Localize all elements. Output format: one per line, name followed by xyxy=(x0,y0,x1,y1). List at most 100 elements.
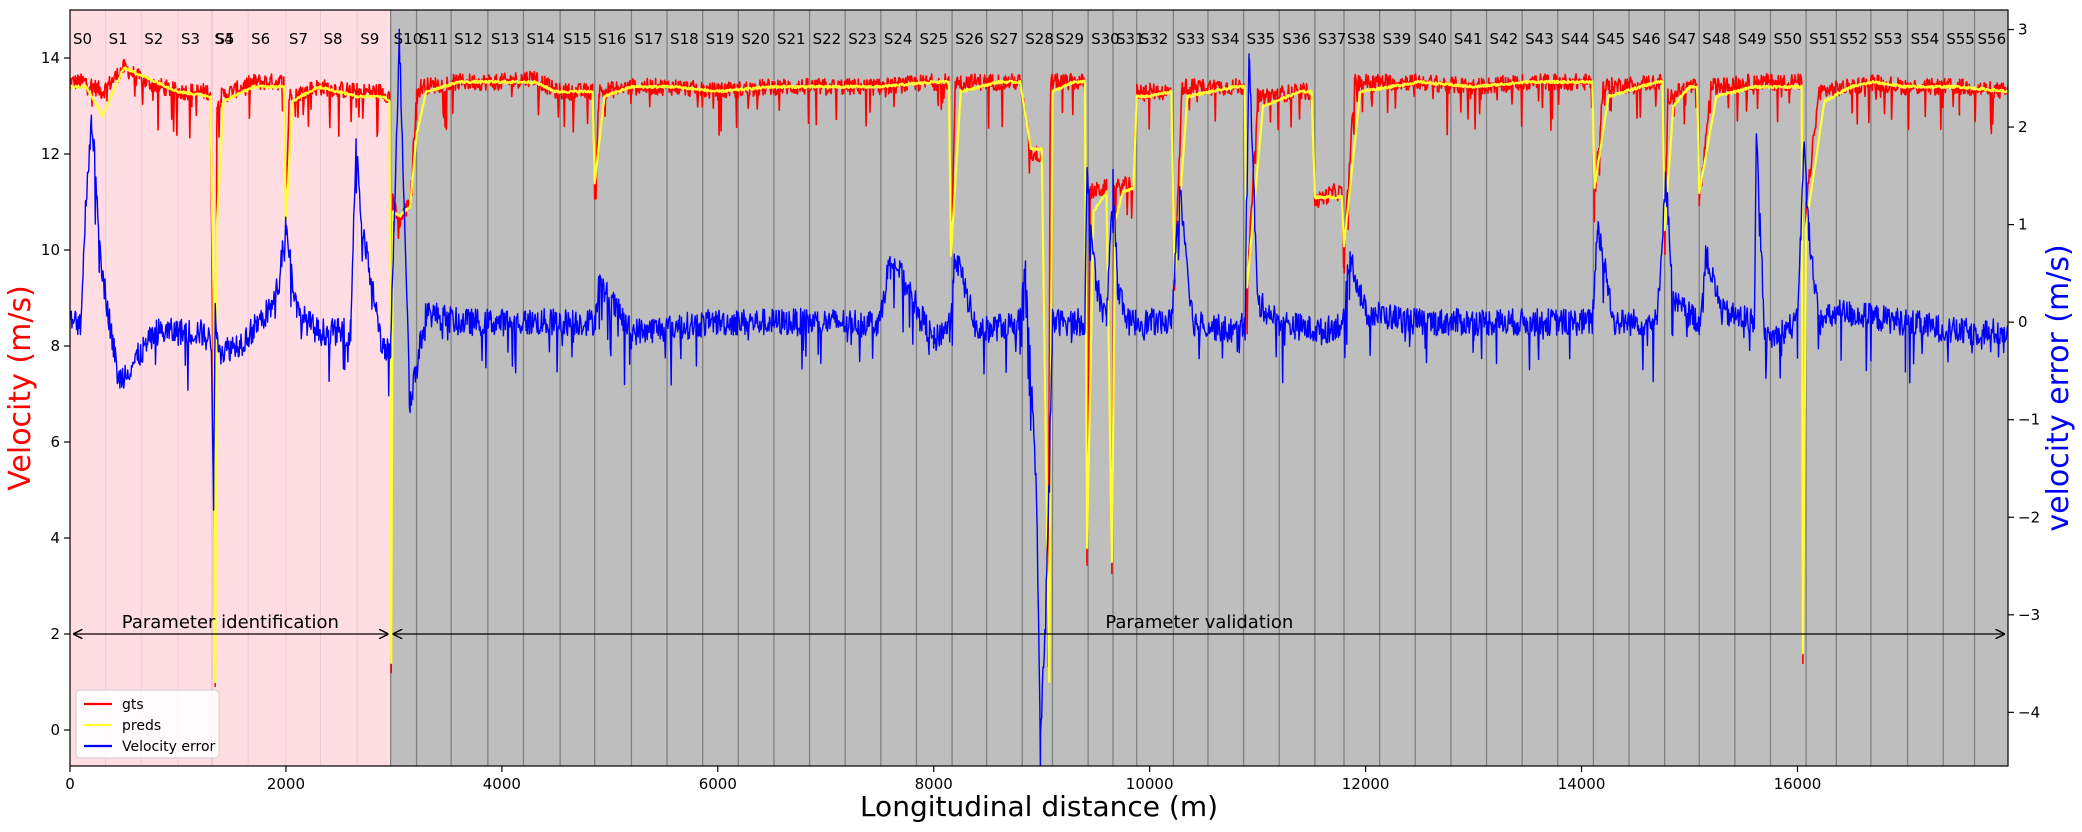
x-tick-label: 12000 xyxy=(1342,775,1390,793)
y-left-tick-label: 2 xyxy=(50,625,60,643)
y-right-tick-label: 3 xyxy=(2018,21,2028,39)
y-left-tick-label: 14 xyxy=(41,49,60,67)
segment-label-s52: S52 xyxy=(1839,30,1868,48)
y-axis-right: −4 −3 −2 −1 0 1 2 3 xyxy=(2008,21,2040,721)
segment-label-s10: S10 xyxy=(394,30,423,48)
segment-label-s35: S35 xyxy=(1247,30,1276,48)
y-right-tick-label: 1 xyxy=(2018,216,2028,234)
segment-label-s8: S8 xyxy=(323,30,342,48)
x-tick-label: 0 xyxy=(65,775,75,793)
y-left-tick-label: 6 xyxy=(50,433,60,451)
segment-label-s46: S46 xyxy=(1632,30,1661,48)
segment-label-s28: S28 xyxy=(1025,30,1054,48)
segment-boundaries xyxy=(105,10,1976,766)
segment-label-s6: S6 xyxy=(251,30,270,48)
legend-entry-label: Velocity error xyxy=(122,739,216,755)
segment-label-s55: S55 xyxy=(1946,30,1975,48)
segment-label-s24: S24 xyxy=(884,30,913,48)
segment-label-s48: S48 xyxy=(1702,30,1731,48)
x-tick-label: 10000 xyxy=(1126,775,1174,793)
y-right-tick-label: 0 xyxy=(2018,313,2028,331)
legend-entry-label: gts xyxy=(122,697,144,713)
segment-label-s37: S37 xyxy=(1318,30,1347,48)
segment-label-s33: S33 xyxy=(1176,30,1205,48)
segment-label-s15: S15 xyxy=(563,30,592,48)
y-left-tick-label: 4 xyxy=(50,529,60,547)
x-tick-label: 4000 xyxy=(483,775,521,793)
segment-label-s50: S50 xyxy=(1773,30,1802,48)
segment-label-s56: S56 xyxy=(1978,30,2007,48)
series-preds xyxy=(70,66,2008,684)
y-axis-right-label: velocity error (m/s) xyxy=(2041,244,2076,531)
segment-label-s19: S19 xyxy=(706,30,735,48)
segment-label-s26: S26 xyxy=(955,30,984,48)
segment-label-s11: S11 xyxy=(420,30,449,48)
x-tick-label: 6000 xyxy=(699,775,737,793)
segment-label-s0: S0 xyxy=(73,30,92,48)
y-right-tick-label: −3 xyxy=(2018,606,2040,624)
segment-label-s30: S30 xyxy=(1091,30,1120,48)
segment-label-s22: S22 xyxy=(813,30,842,48)
x-axis: 0 2000 4000 6000 8000 10000 12000 14000 16000 xyxy=(65,766,1821,793)
segment-label-s43: S43 xyxy=(1525,30,1554,48)
segment-label-s12: S12 xyxy=(454,30,483,48)
segment-label-s21: S21 xyxy=(777,30,806,48)
segment-label-s38: S38 xyxy=(1347,30,1376,48)
segment-label-s13: S13 xyxy=(491,30,520,48)
identification-label: Parameter identification xyxy=(122,612,339,633)
segment-label-s16: S16 xyxy=(598,30,627,48)
segment-label-s49: S49 xyxy=(1738,30,1767,48)
y-left-tick-label: 0 xyxy=(50,721,60,739)
x-axis-label: Longitudinal distance (m) xyxy=(860,790,1218,823)
region-annotations: Parameter identification Parameter valid… xyxy=(74,612,2004,634)
series-lines xyxy=(70,28,2008,766)
region-identification-bg xyxy=(70,10,391,766)
segment-label-s44: S44 xyxy=(1561,30,1590,48)
segment-label-s54: S54 xyxy=(1911,30,1940,48)
segment-label-s42: S42 xyxy=(1490,30,1519,48)
y-right-tick-label: −4 xyxy=(2018,703,2040,721)
segment-label-s9: S9 xyxy=(360,30,379,48)
y-right-tick-label: −2 xyxy=(2018,508,2040,526)
segment-label-s20: S20 xyxy=(741,30,770,48)
segment-label-s23: S23 xyxy=(848,30,877,48)
segment-label-s14: S14 xyxy=(526,30,555,48)
segment-label-s45: S45 xyxy=(1596,30,1625,48)
segment-label-s4: S4 xyxy=(214,30,233,48)
y-left-tick-label: 8 xyxy=(50,337,60,355)
x-tick-label: 16000 xyxy=(1774,775,1822,793)
segment-label-s32: S32 xyxy=(1140,30,1169,48)
segment-label-s7: S7 xyxy=(289,30,308,48)
segment-label-s36: S36 xyxy=(1282,30,1311,48)
segment-label-s25: S25 xyxy=(919,30,948,48)
region-validation-bg xyxy=(390,10,2008,766)
segment-label-s1: S1 xyxy=(109,30,128,48)
segment-label-s31: S31 xyxy=(1116,30,1145,48)
segment-label-s18: S18 xyxy=(670,30,699,48)
segment-label-s27: S27 xyxy=(990,30,1019,48)
segment-label-s2: S2 xyxy=(144,30,163,48)
x-tick-label: 8000 xyxy=(915,775,953,793)
legend-entry-label: preds xyxy=(122,718,161,734)
segment-label-s51: S51 xyxy=(1809,30,1838,48)
segment-label-s41: S41 xyxy=(1454,30,1483,48)
y-left-tick-label: 10 xyxy=(41,241,60,259)
x-tick-label: 14000 xyxy=(1558,775,1606,793)
segment-label-s47: S47 xyxy=(1668,30,1697,48)
x-tick-label: 2000 xyxy=(267,775,305,793)
validation-label: Parameter validation xyxy=(1105,612,1293,633)
segment-label-s34: S34 xyxy=(1211,30,1240,48)
segment-label-s39: S39 xyxy=(1383,30,1412,48)
segment-label-s40: S40 xyxy=(1418,30,1447,48)
y-axis-left-label: Velocity (m/s) xyxy=(3,285,38,491)
legend-box xyxy=(75,689,220,759)
y-right-tick-label: −1 xyxy=(2018,411,2040,429)
segment-label-s17: S17 xyxy=(634,30,663,48)
series-velocity-error xyxy=(70,28,2008,766)
segment-label-s29: S29 xyxy=(1055,30,1084,48)
legend: gts preds Velocity error xyxy=(75,689,220,759)
y-axis-left: 0 2 4 6 8 10 12 14 xyxy=(41,49,70,739)
segment-label-s53: S53 xyxy=(1874,30,1903,48)
